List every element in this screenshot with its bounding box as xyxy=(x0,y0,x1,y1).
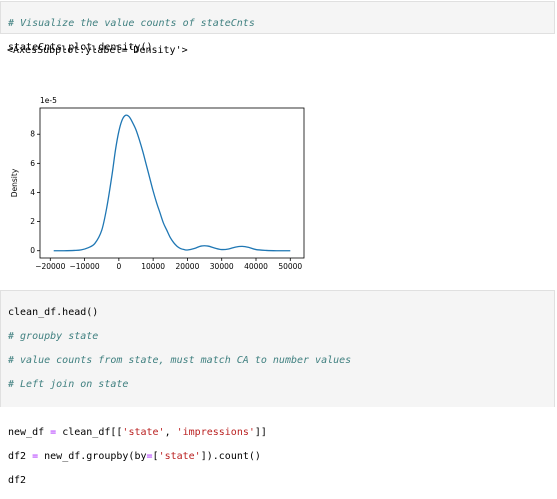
density-line xyxy=(53,114,291,252)
code-token: ]] xyxy=(254,427,267,438)
code-token: ]).count() xyxy=(200,451,261,462)
x-tick-label: 30000 xyxy=(210,262,234,271)
x-axis: −20000 −10000 0 10000 20000 30000 40000 50000 xyxy=(35,258,302,271)
code-token: , xyxy=(164,427,177,438)
code-cell-1[interactable]: # Visualize the value counts of stateCnt… xyxy=(0,1,555,53)
y-tick-label: 6 xyxy=(30,159,35,168)
y-tick-label: 2 xyxy=(30,217,35,226)
y-scale-label: 1e-5 xyxy=(40,96,57,105)
y-tick-label: 4 xyxy=(30,188,35,197)
code-line: stateCnts.plot.density() xyxy=(8,42,153,53)
x-tick-label: 0 xyxy=(116,262,121,271)
code-token: new_df.groupby(by xyxy=(38,451,147,462)
x-tick-label: −20000 xyxy=(35,262,65,271)
code-comment: # Visualize the value counts of stateCnt… xyxy=(8,18,255,29)
code-line: df2 xyxy=(8,475,27,486)
code-string: 'state' xyxy=(122,427,165,438)
x-tick-label: 10000 xyxy=(141,262,165,271)
y-axis-label: Density xyxy=(10,168,19,197)
code-token: clean_df[[ xyxy=(56,427,123,438)
code-comment: # groupby state xyxy=(8,331,99,342)
y-tick-label: 8 xyxy=(30,130,35,139)
code-comment: # value counts from state, must match CA… xyxy=(8,355,352,366)
x-tick-label: −10000 xyxy=(69,262,99,271)
x-tick-label: 50000 xyxy=(278,262,302,271)
code-string: 'impressions' xyxy=(176,427,255,438)
x-tick-label: 20000 xyxy=(175,262,199,271)
cell-output-repr: <AxesSubplot:ylabel='Density'> xyxy=(7,45,188,56)
code-comment: # Left join on state xyxy=(8,379,129,390)
y-tick-label: 0 xyxy=(30,246,35,255)
code-string: 'state' xyxy=(158,451,201,462)
code-cell-2[interactable]: clean_df.head() # groupby state # value … xyxy=(0,290,555,486)
plot-frame xyxy=(39,107,305,259)
y-axis: 0 2 4 6 8 xyxy=(30,130,40,255)
code-token: df2 xyxy=(8,451,33,462)
code-token: new_df xyxy=(8,427,51,438)
code-line: clean_df.head() xyxy=(8,307,99,318)
x-tick-label: 40000 xyxy=(244,262,268,271)
density-plot: 1e-5 −20000 −10000 0 10000 20000 30000 40000 50… xyxy=(10,96,305,271)
